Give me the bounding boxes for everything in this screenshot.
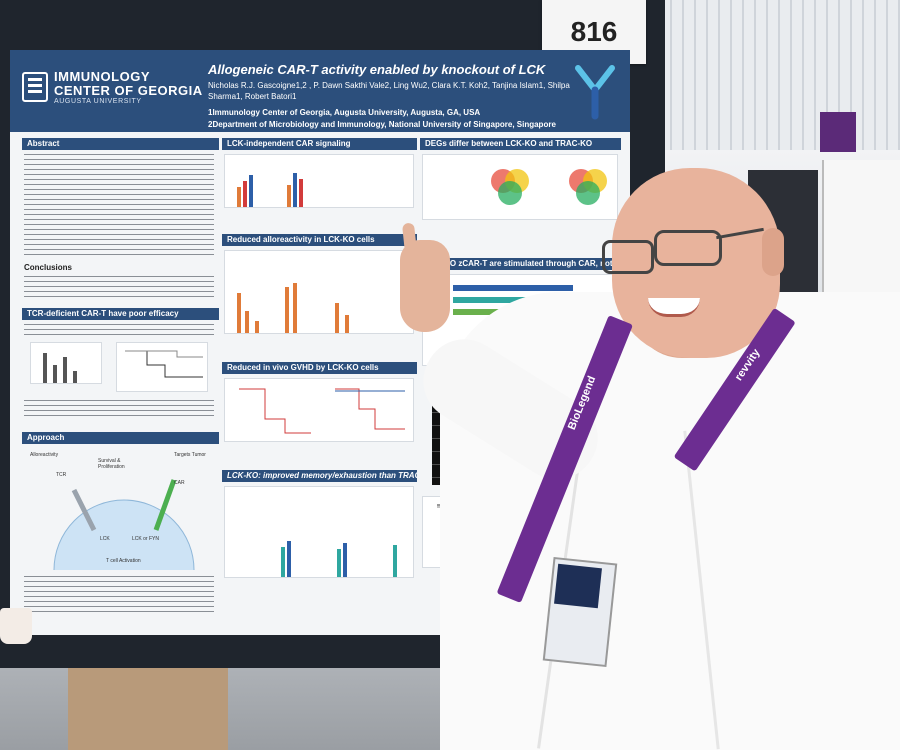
- approach-label-car: CAR: [174, 480, 185, 486]
- figure-bar: [287, 541, 291, 577]
- approach-label-lck-or-fyn: LCK or FYN: [132, 536, 159, 542]
- tcr-deficient-survival-figure: [116, 342, 208, 392]
- venn-diagrams: [491, 169, 607, 205]
- glasses-lens-left: [602, 240, 654, 274]
- construct-bar: [453, 297, 573, 303]
- org-name-line3: AUGUSTA UNIVERSITY: [54, 98, 142, 105]
- section-header-reduced-gvhd: Reduced in vivo GVHD by LCK-KO cells: [222, 362, 417, 374]
- name-badge-ribbon: [554, 563, 602, 609]
- figure-bar: [237, 187, 241, 207]
- poster-authors: Nicholas R.J. Gascoigne1,2 , P. Dawn Sak…: [208, 81, 570, 101]
- figure-bar: [243, 181, 247, 207]
- section-header-degs: DEGs differ between LCK-KO and TRAC-KO: [420, 138, 621, 150]
- org-name-line1: IMMUNOLOGY: [54, 69, 150, 84]
- gvhd-survival-curves: [239, 388, 405, 434]
- approach-label-survival: Survival & Proliferation: [98, 458, 125, 470]
- approach-label-alloreactivity: Alloreactivity: [30, 452, 59, 458]
- poster-affiliation-1: 1Immunology Center of Georgia, Augusta U…: [208, 108, 481, 117]
- section-header-reduced-alloreactivity: Reduced alloreactivity in LCK-KO cells: [222, 234, 417, 246]
- hanging-sign: [820, 112, 856, 152]
- figure-bar: [287, 185, 291, 207]
- tcr-deficient-text-block: [24, 324, 214, 336]
- venn-diagram-figure: [422, 154, 618, 220]
- lck-independent-figure: [224, 154, 414, 208]
- alloreactivity-figure: [224, 250, 414, 334]
- figure-bar: [345, 315, 349, 333]
- hall-ceiling: [660, 0, 900, 150]
- figure-bar: [237, 293, 241, 333]
- section-header-conclusions: Conclusions: [24, 263, 73, 272]
- section-header-memory-exhaustion: LCK-KO: improved memory/exhaustion than …: [222, 470, 417, 482]
- section-header-abstract: Abstract: [22, 138, 219, 150]
- figure-bar: [343, 543, 347, 577]
- figure-bar: [293, 283, 297, 333]
- poster-header: IMMUNOLOGY CENTER OF GEORGIA AUGUSTA UNI…: [10, 50, 630, 132]
- section-header-stimulated: LCK-KO zCAR-T are stimulated through CAR…: [420, 258, 621, 270]
- person-ear: [762, 228, 784, 276]
- memory-exhaustion-figure: [224, 486, 414, 578]
- approach-label-lck: LCK: [100, 536, 110, 542]
- section-header-lck-independent: LCK-independent CAR signaling: [222, 138, 417, 150]
- figure-bar: [337, 549, 341, 577]
- figure-bar: [43, 353, 47, 383]
- abstract-text-block: [24, 154, 214, 258]
- coffee-cup: [0, 608, 32, 644]
- approach-label-targets-tumor: Targets Tumor: [174, 452, 206, 458]
- figure-bar: [285, 287, 289, 333]
- approach-diagram-art: [53, 479, 195, 571]
- glasses-lens-right: [654, 230, 722, 266]
- figure-bar: [281, 547, 285, 577]
- university-logo-icon: [22, 72, 48, 102]
- passerby-legs: [68, 668, 228, 750]
- figure-bar: [249, 175, 253, 207]
- figure-bar: [335, 303, 339, 333]
- poster-affiliation-2: 2Department of Microbiology and Immunolo…: [208, 120, 556, 129]
- section-header-approach: Approach: [22, 432, 219, 444]
- poster-title: Allogeneic CAR-T activity enabled by kno…: [208, 62, 546, 77]
- construct-bar: [453, 285, 573, 291]
- antibody-logo-icon: [575, 65, 615, 120]
- figure-bar: [53, 365, 57, 383]
- figure-bar: [245, 311, 249, 333]
- approach-label-activation: T cell Activation: [106, 558, 141, 564]
- conclusions-text-block: [24, 276, 214, 300]
- approach-caption: [24, 576, 214, 616]
- figure-bar: [299, 179, 303, 207]
- tcr-deficient-bar-figure: [30, 342, 102, 384]
- approach-diagram: Alloreactivity TCR Survival & Proliferat…: [24, 450, 214, 571]
- figure-bar: [73, 371, 77, 383]
- person-smile: [648, 298, 700, 317]
- section-header-tcr-deficient: TCR-deficient CAR-T have poor efficacy: [22, 308, 219, 320]
- survival-curve: [125, 350, 203, 378]
- figure-bar: [293, 173, 297, 207]
- gvhd-survival-figure: [224, 378, 414, 442]
- figure-bar: [393, 545, 397, 577]
- org-name-line2: CENTER OF GEORGIA: [54, 83, 203, 98]
- tcr-deficient-caption: [24, 400, 214, 420]
- approach-label-tcr: TCR: [56, 472, 67, 478]
- figure-bar: [63, 357, 67, 383]
- figure-bar: [255, 321, 259, 333]
